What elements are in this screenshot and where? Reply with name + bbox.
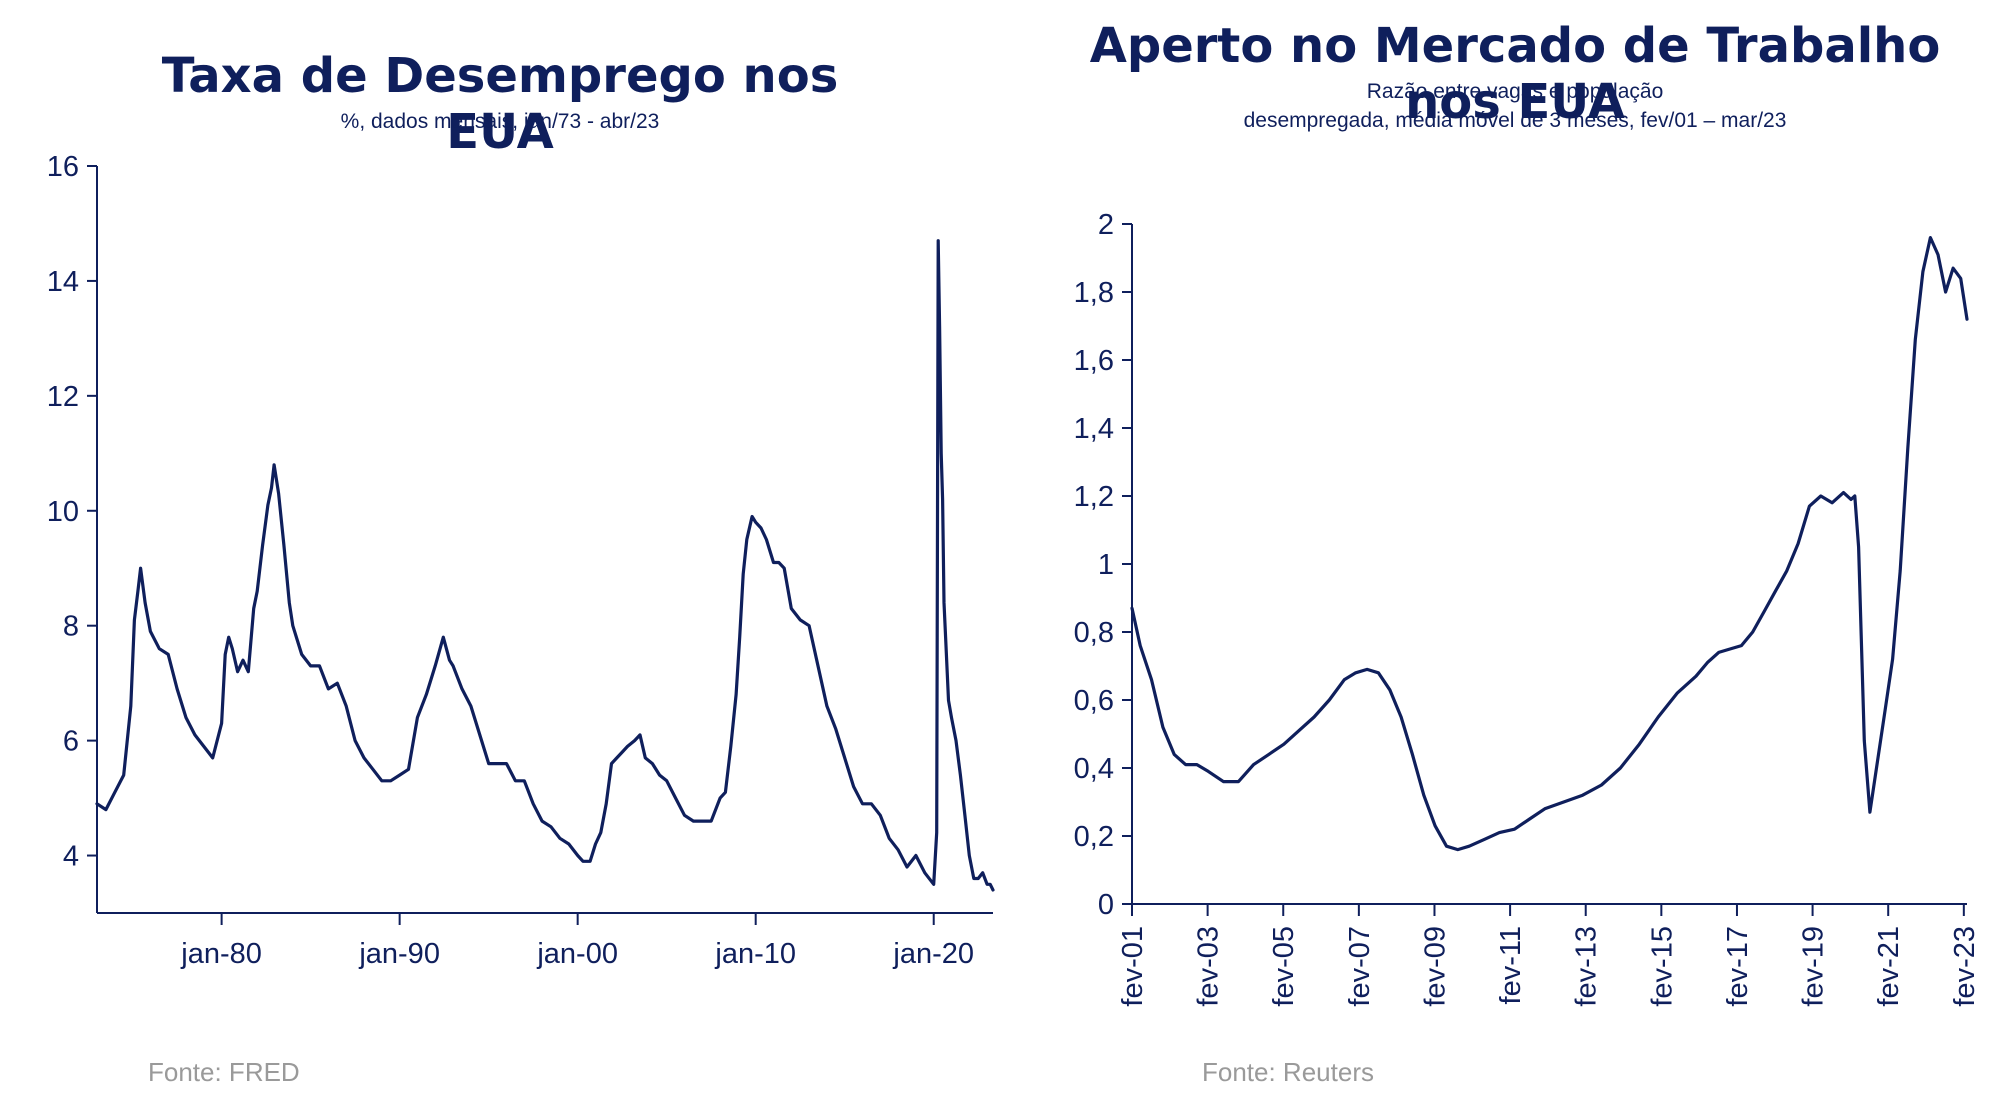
y-tick-label: 8 bbox=[63, 611, 79, 643]
right-chart-title: Aperto no Mercado de Trabalho nos EUA bbox=[1089, 18, 1941, 130]
y-tick-label: 6 bbox=[63, 726, 79, 758]
x-tick-label: fev-09 bbox=[1419, 926, 1451, 1007]
x-tick-label: fev-05 bbox=[1268, 926, 1300, 1007]
y-tick-label: 0,6 bbox=[1074, 685, 1114, 717]
left-chart-title: Taxa de Desemprego nos EUA bbox=[161, 48, 839, 160]
y-tick-label: 1 bbox=[1098, 549, 1114, 581]
x-tick-label: fev-07 bbox=[1344, 926, 1376, 1007]
x-tick-label: jan-10 bbox=[714, 938, 796, 970]
x-tick-label: jan-90 bbox=[358, 938, 440, 970]
x-tick-label: fev-19 bbox=[1798, 926, 1830, 1007]
y-tick-label: 14 bbox=[47, 266, 79, 298]
x-tick-label: jan-80 bbox=[180, 938, 262, 970]
y-tick-label: 0 bbox=[1098, 889, 1114, 921]
vacancy-ratio-chart: 0 0,2 0,4 0,6 0,8 1 1,2 1,4 1,6 1,8 2 fev-01 fev-03 f… bbox=[1074, 209, 1981, 1007]
x-tick-label: fev-13 bbox=[1571, 926, 1603, 1007]
x-tick-label: jan-00 bbox=[536, 938, 618, 970]
y-tick-label: 1,4 bbox=[1074, 413, 1114, 445]
y-tick-label: 0,2 bbox=[1074, 821, 1114, 853]
unemployment-chart: 4 6 8 10 12 14 16 jan-80 jan-90 jan-00 jan-10 jan-2… bbox=[47, 151, 995, 970]
x-tick-label: fev-23 bbox=[1949, 926, 1981, 1007]
y-tick-label: 1,6 bbox=[1074, 345, 1114, 377]
y-tick-label: 1,8 bbox=[1074, 277, 1114, 309]
left-chart-subtitle: %, dados mensais, jan/73 - abr/23 bbox=[340, 110, 660, 133]
y-tick-label: 4 bbox=[63, 841, 79, 873]
y-tick-label: 0,8 bbox=[1074, 617, 1114, 649]
y-tick-label: 0,4 bbox=[1074, 753, 1114, 785]
left-source-note: Fonte: FRED bbox=[148, 1057, 300, 1087]
right-chart-subtitle-line2: desempregada, média móvel de 3 meses, fe… bbox=[1243, 109, 1787, 132]
x-tick-label: fev-15 bbox=[1646, 926, 1678, 1007]
y-tick-label: 16 bbox=[47, 151, 79, 183]
series-line bbox=[1130, 236, 1969, 852]
x-tick-label: fev-21 bbox=[1873, 926, 1905, 1007]
x-tick-label: jan-20 bbox=[892, 938, 974, 970]
x-tick-label: fev-03 bbox=[1193, 926, 1225, 1007]
y-tick-label: 12 bbox=[47, 381, 79, 413]
right-chart-subtitle-line1: Razão entre vagas e população bbox=[1366, 80, 1664, 103]
x-tick-label: fev-01 bbox=[1117, 926, 1149, 1007]
x-tick-label: fev-11 bbox=[1495, 926, 1527, 1004]
right-source-note: Fonte: Reuters bbox=[1202, 1057, 1374, 1087]
x-tick-label: fev-17 bbox=[1722, 926, 1754, 1007]
y-tick-label: 2 bbox=[1098, 209, 1114, 241]
y-tick-label: 10 bbox=[47, 496, 79, 528]
series-line bbox=[95, 239, 995, 892]
y-tick-label: 1,2 bbox=[1074, 481, 1114, 513]
